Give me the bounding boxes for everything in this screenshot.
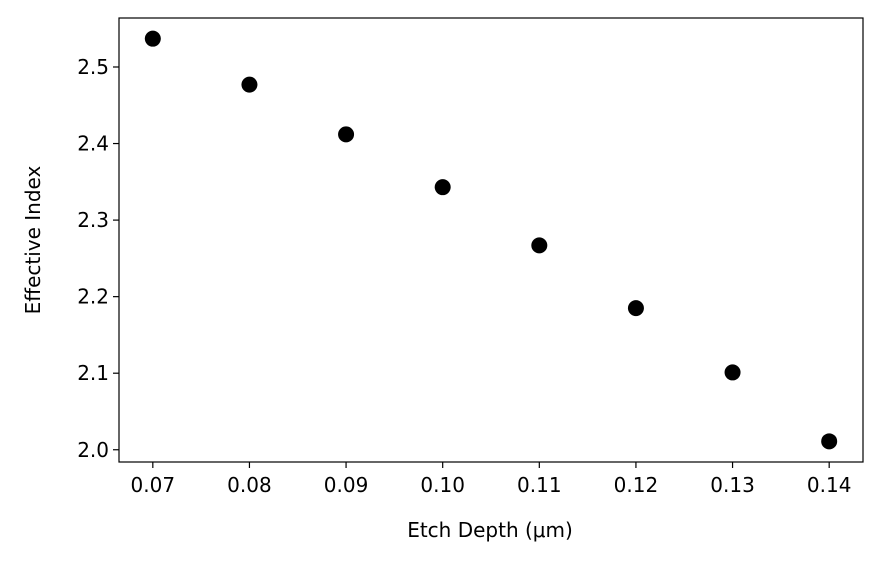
x-tick-label: 0.12 xyxy=(614,473,659,497)
x-axis-label: Etch Depth (μm) xyxy=(407,518,573,542)
x-tick-label: 0.13 xyxy=(710,473,755,497)
y-tick-label: 2.0 xyxy=(77,438,109,462)
y-tick-label: 2.5 xyxy=(77,55,109,79)
point xyxy=(531,237,548,254)
point xyxy=(724,364,741,381)
x-tick-label: 0.07 xyxy=(131,473,176,497)
y-tick-label: 2.1 xyxy=(77,361,109,385)
point xyxy=(241,76,258,93)
x-tick-label: 0.10 xyxy=(420,473,465,497)
point xyxy=(434,179,451,196)
x-tick-label: 0.14 xyxy=(807,473,852,497)
y-axis-label: Effective Index xyxy=(21,166,45,315)
x-tick-label: 0.09 xyxy=(324,473,369,497)
y-tick-label: 2.3 xyxy=(77,208,109,232)
y-tick-label: 2.4 xyxy=(77,132,109,156)
point xyxy=(338,126,355,143)
point xyxy=(821,433,838,450)
x-tick-label: 0.08 xyxy=(227,473,272,497)
point xyxy=(627,300,644,317)
y-tick-label: 2.2 xyxy=(77,285,109,309)
x-tick-label: 0.11 xyxy=(517,473,562,497)
point xyxy=(144,30,161,47)
plot-frame xyxy=(118,17,864,463)
